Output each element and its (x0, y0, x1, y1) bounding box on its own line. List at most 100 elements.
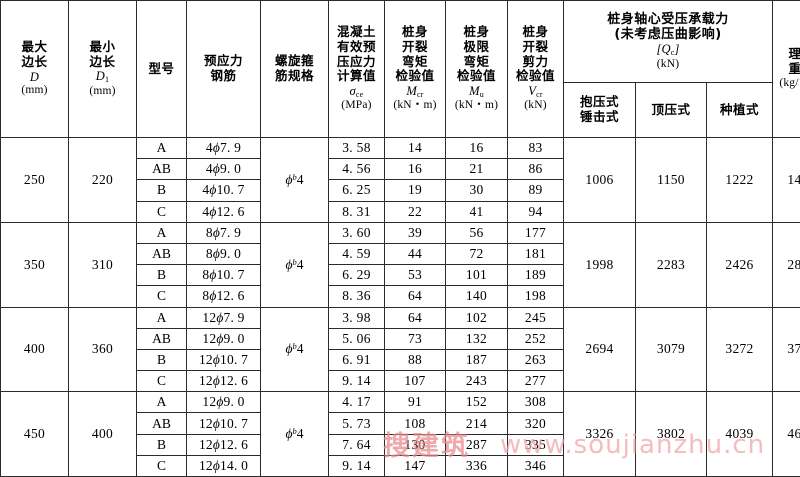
cell-mcr: 108 (385, 413, 446, 434)
rebar-count: 12 (199, 416, 213, 431)
cell-prestress-bar: 12ϕ10. 7 (187, 349, 261, 370)
cell-bearing-plant: 1222 (707, 138, 773, 223)
header-bearing-clamp-l2: 锤击式 (564, 110, 635, 125)
cell-spiral-hoop: ϕb4 (261, 138, 329, 223)
cell-spiral-hoop: ϕb4 (261, 392, 329, 477)
header-max-side: 最大 边长 D (mm) (1, 1, 69, 138)
rebar-diameter: 9. 0 (224, 331, 245, 346)
cell-vcr: 263 (508, 349, 564, 370)
cell-vcr: 198 (508, 286, 564, 307)
header-min-side-unit: (mm) (69, 85, 136, 99)
cell-mcr: 130 (385, 434, 446, 455)
cell-model: A (137, 138, 187, 159)
cell-model: B (137, 180, 187, 201)
cell-model: C (137, 455, 187, 476)
header-vcr: 桩身 开裂 剪力 检验值 Vcr (kN) (508, 1, 564, 138)
cell-mcr: 73 (385, 328, 446, 349)
cell-min-side: 360 (69, 307, 137, 392)
rebar-diameter: 9. 0 (220, 161, 241, 176)
table-header: 最大 边长 D (mm) 最小 边长 D1 (mm) 型号 预应力 钢筋 (1, 1, 800, 138)
header-mcr-l4: 检验值 (385, 69, 445, 84)
rebar-diameter: 9. 0 (220, 246, 241, 261)
cell-sigma-ce: 6. 91 (329, 349, 385, 370)
cell-sigma-ce: 9. 14 (329, 455, 385, 476)
cell-theory-weight: 3760 (773, 307, 800, 392)
phi-icon: ϕ (216, 331, 223, 346)
cell-prestress-bar: 8ϕ7. 9 (187, 222, 261, 243)
header-sigma-ce-l3: 压应力 (329, 55, 384, 70)
cell-sigma-ce: 5. 73 (329, 413, 385, 434)
cell-mcr: 64 (385, 307, 446, 328)
rebar-count: 12 (199, 352, 213, 367)
phi-b-icon: ϕb (286, 257, 297, 272)
header-sigma-ce-l2: 有效预 (329, 40, 384, 55)
bearing-title-line2: (未考虑压曲影响) (564, 27, 772, 42)
rebar-diameter: 7. 9 (220, 140, 241, 155)
rebar-count: 12 (202, 394, 216, 409)
cell-bearing-plant: 2426 (707, 222, 773, 307)
cell-theory-weight: 4690 (773, 392, 800, 477)
cell-sigma-ce: 4. 56 (329, 159, 385, 180)
cell-model: C (137, 286, 187, 307)
cell-mcr: 16 (385, 159, 446, 180)
rebar-count: 8 (206, 246, 213, 261)
header-mu-l3: 弯矩 (446, 55, 507, 70)
cell-mcr: 147 (385, 455, 446, 476)
header-min-side: 最小 边长 D1 (mm) (69, 1, 137, 138)
header-min-side-l1: 最小 (69, 40, 136, 55)
cell-sigma-ce: 3. 58 (329, 138, 385, 159)
cell-mcr: 107 (385, 371, 446, 392)
header-sigma-ce: 混凝土 有效预 压应力 计算值 σce (MPa) (329, 1, 385, 138)
header-mu-l1: 桩身 (446, 25, 507, 40)
header-mcr: 桩身 开裂 弯矩 检验值 Mcr (kN・m) (385, 1, 446, 138)
header-row-main: 最大 边长 D (mm) 最小 边长 D1 (mm) 型号 预应力 钢筋 (1, 1, 800, 83)
rebar-diameter: 9. 0 (224, 394, 245, 409)
header-max-side-symbol: D (1, 70, 68, 85)
cell-vcr: 320 (508, 413, 564, 434)
cell-prestress-bar: 12ϕ10. 7 (187, 413, 261, 434)
cell-mu: 287 (446, 434, 508, 455)
cell-vcr: 335 (508, 434, 564, 455)
cell-mcr: 44 (385, 243, 446, 264)
header-mu-l4: 检验值 (446, 69, 507, 84)
header-mcr-l1: 桩身 (385, 25, 445, 40)
phi-b-icon: ϕb (286, 341, 297, 356)
header-prestress-bar-l1: 预应力 (187, 54, 260, 69)
cell-model: B (137, 265, 187, 286)
cell-mcr: 64 (385, 286, 446, 307)
cell-vcr: 177 (508, 222, 564, 243)
header-sigma-ce-unit: (MPa) (329, 99, 384, 113)
phi-icon: ϕ (213, 140, 220, 155)
header-prestress-bar-l2: 钢筋 (187, 69, 260, 84)
phi-icon: ϕ (213, 437, 220, 452)
cell-sigma-ce: 6. 25 (329, 180, 385, 201)
cell-mu: 152 (446, 392, 508, 413)
header-vcr-symbol: Vcr (508, 84, 563, 99)
cell-vcr: 346 (508, 455, 564, 476)
cell-vcr: 181 (508, 243, 564, 264)
cell-mcr: 53 (385, 265, 446, 286)
cell-model: AB (137, 413, 187, 434)
phi-icon: ϕ (213, 373, 220, 388)
phi-icon: ϕ (209, 204, 216, 219)
header-bearing-top-label: 顶压式 (636, 103, 706, 118)
cell-prestress-bar: 8ϕ12. 6 (187, 286, 261, 307)
cell-max-side: 400 (1, 307, 69, 392)
phi-icon: ϕ (209, 182, 216, 197)
header-spiral-hoop-l1: 螺旋箍 (261, 54, 328, 69)
cell-bearing-plant: 3272 (707, 307, 773, 392)
rebar-diameter: 12. 6 (217, 204, 245, 219)
rebar-diameter: 10. 7 (217, 267, 245, 282)
bearing-unit: (kN) (564, 58, 772, 72)
cell-mu: 16 (446, 138, 508, 159)
header-prestress-bar: 预应力 钢筋 (187, 1, 261, 138)
cell-prestress-bar: 8ϕ10. 7 (187, 265, 261, 286)
rebar-count: 4 (206, 161, 213, 176)
cell-prestress-bar: 12ϕ9. 0 (187, 392, 261, 413)
cell-prestress-bar: 12ϕ9. 0 (187, 328, 261, 349)
phi-icon: ϕ (213, 352, 220, 367)
cell-min-side: 400 (69, 392, 137, 477)
cell-bearing-top: 2283 (636, 222, 707, 307)
